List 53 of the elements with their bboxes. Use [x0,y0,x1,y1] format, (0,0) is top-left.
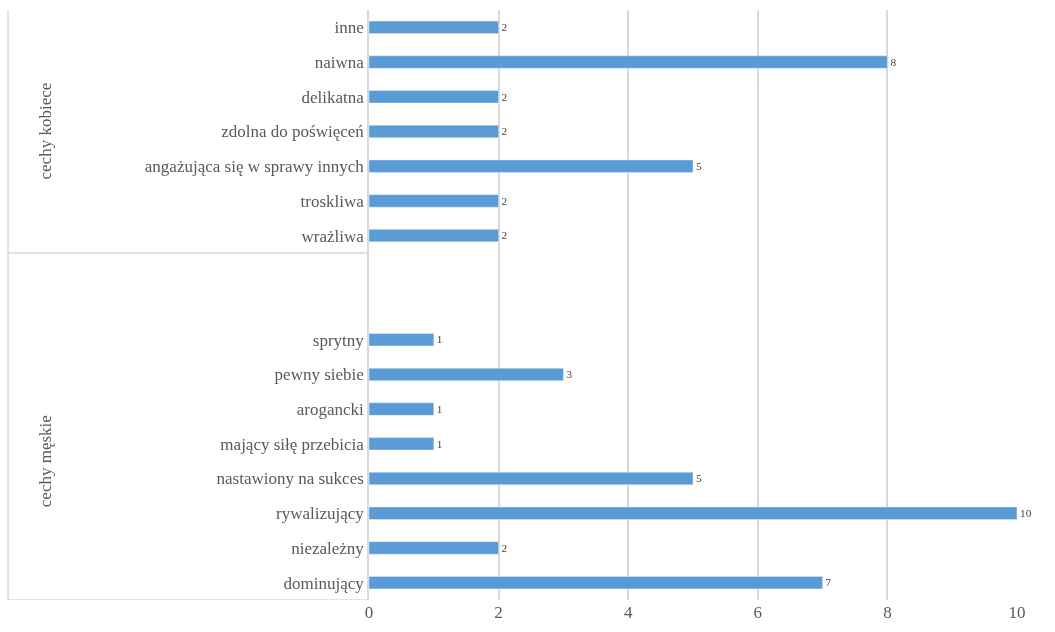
data-label: 2 [501,194,508,207]
y-tick-label: inne [334,18,364,38]
y-tick-label: arogancki [296,400,365,420]
y-tick-label: zdolna do poświęceń [221,122,365,142]
data-label: 2 [501,90,508,103]
data-label: 5 [696,472,702,485]
bar [369,402,435,416]
data-label: 5 [696,159,702,172]
data-label: 2 [501,21,508,34]
y-tick-label: sprytny [312,330,365,350]
data-label: 3 [566,368,573,381]
data-label: 10 [1020,506,1032,519]
bar [369,90,499,104]
y-tick-label: naiwna [314,53,365,73]
y-tick-label: mający siłę przebicia [220,434,365,454]
bar [369,333,435,347]
x-tick-label: 2 [494,603,503,622]
data-label: 1 [436,333,443,346]
bar [369,124,499,138]
x-tick-label: 10 [1008,603,1026,622]
y-tick-label: wrażliwa [301,226,365,246]
data-label: 1 [436,437,443,450]
y-tick-label: pewny siebie [274,365,364,385]
data-label: 2 [501,229,508,242]
x-tick-label: 8 [883,603,892,622]
bar [369,576,823,590]
bar [369,159,694,173]
x-tick-label: 0 [364,603,374,622]
bar [369,541,499,555]
y-tick-label: angażująca się w sprawy innych [144,157,365,177]
text: cechy męskie [35,415,55,508]
x-tick-label: 6 [753,603,763,622]
bar [369,229,499,243]
text: cechy kobiece [35,82,55,180]
data-label: 8 [890,55,897,68]
bar [369,194,499,208]
y-tick-label: delikatna [301,87,365,107]
data-label: 7 [825,576,832,589]
bar [369,506,1017,520]
bar [369,55,888,69]
data-label: 2 [501,541,508,554]
data-label: 2 [501,125,508,138]
data-label: 1 [436,402,443,415]
bar [369,20,499,34]
bar [369,367,564,381]
y-tick-label: dominujący [283,573,365,593]
x-tick-label: 4 [623,603,633,622]
bar [369,437,435,451]
y-tick-label: rywalizujący [276,504,365,524]
y-tick-label: nastawiony na sukces [216,469,364,489]
bar [369,472,694,486]
y-tick-label: niezależny [291,538,365,558]
y-tick-label: troskliwa [300,191,365,211]
